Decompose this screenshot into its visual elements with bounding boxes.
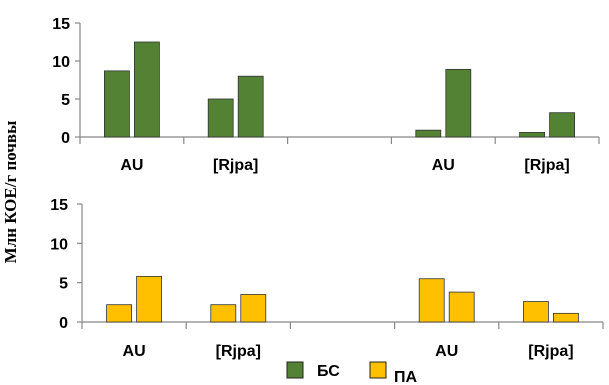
bar-bsc bbox=[207, 98, 234, 138]
y-tick-label: 5 bbox=[61, 92, 70, 109]
y-tick-label: 0 bbox=[61, 130, 70, 147]
legend: БС ПА bbox=[286, 361, 418, 385]
x-category-label: AU bbox=[435, 343, 458, 360]
bar-pa bbox=[240, 294, 267, 323]
bar-bsc bbox=[445, 68, 472, 138]
bar-bsc bbox=[133, 41, 160, 138]
chart-panel-bsc: 0 5 10 15 AU [Rjpa] AU [Rjpa] bbox=[52, 16, 600, 174]
bar-pa bbox=[210, 304, 237, 323]
x-category-label: [Rjpa] bbox=[528, 343, 573, 360]
y-tick-label: 15 bbox=[52, 16, 70, 33]
bar-bsc bbox=[519, 132, 545, 138]
bar-pa bbox=[136, 275, 163, 323]
bar-bsc bbox=[549, 112, 575, 138]
bar-pa bbox=[448, 291, 475, 323]
bar-pa bbox=[553, 312, 579, 323]
y-tick-label: 5 bbox=[59, 276, 68, 293]
y-tick-label: 15 bbox=[50, 197, 68, 214]
y-tick-label: 10 bbox=[52, 54, 70, 71]
legend-label-pa: ПА bbox=[394, 369, 418, 385]
bar-bsc bbox=[104, 70, 130, 138]
x-category-label: AU bbox=[432, 157, 455, 174]
x-category-label: AU bbox=[123, 343, 146, 360]
bar-pa bbox=[418, 278, 445, 323]
legend-label-bs: БС bbox=[317, 363, 340, 380]
y-axis-label: Млн КОЕ/г почвы bbox=[1, 121, 20, 264]
y-tick-label: 10 bbox=[50, 236, 68, 253]
bar-bsc bbox=[237, 75, 264, 138]
legend-swatch-pa bbox=[369, 361, 387, 379]
bar-pa bbox=[523, 301, 549, 323]
x-category-label: AU bbox=[120, 157, 143, 174]
x-category-label: [Rjpa] bbox=[213, 157, 258, 174]
bar-bsc bbox=[415, 129, 442, 138]
y-tick-label: 0 bbox=[59, 315, 68, 332]
x-category-label: [Rjpa] bbox=[216, 343, 261, 360]
chart-panel-pa: 0 5 10 15 AU [Rjpa] AU [Rjpa] bbox=[50, 197, 604, 360]
legend-swatch-bs bbox=[286, 361, 304, 379]
x-category-label: [Rjpa] bbox=[524, 157, 569, 174]
bar-pa bbox=[106, 304, 132, 323]
